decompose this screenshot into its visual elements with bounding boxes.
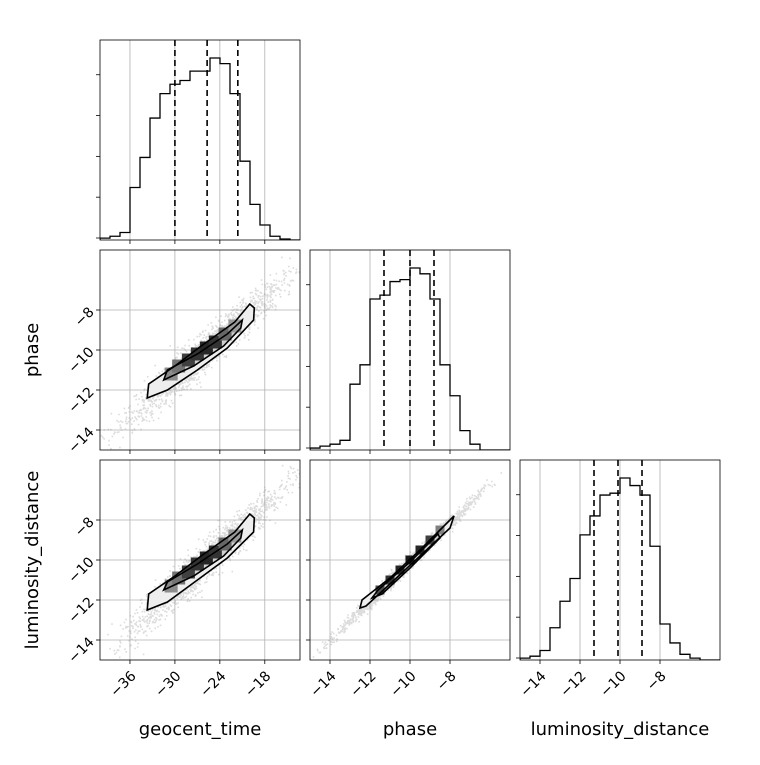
x-tick-label: −24 — [197, 668, 229, 700]
y-axis-label: luminosity_distance — [22, 471, 43, 650]
x-tick-label: −10 — [387, 668, 419, 700]
y-tick-label: −12 — [65, 594, 97, 626]
joint-content — [312, 472, 503, 658]
panel-border — [99, 39, 301, 241]
x-tick-label: −18 — [242, 668, 274, 700]
x-tick-label: −12 — [557, 668, 589, 700]
y-tick-label: −10 — [65, 344, 97, 376]
panel-joint-phase-luminosity_distance: −14 −12 −10 −8 — [306, 459, 511, 701]
panel-hist-phase — [306, 249, 511, 454]
contour-inner-line — [162, 527, 244, 592]
contour-outer-line — [358, 515, 455, 610]
panel-hist-geocent_time — [96, 39, 301, 244]
x-tick-label: −36 — [107, 668, 139, 700]
x-axis-label: phase — [383, 719, 437, 740]
y-tick-label: −14 — [65, 634, 97, 666]
panel-joint-geocent_time-phase: −14 −12 −10 −8 — [65, 249, 301, 457]
x-tick-label: −8 — [644, 668, 670, 694]
histogram-step — [100, 57, 300, 240]
x-axis-label: geocent_time — [139, 719, 262, 740]
x-tick-label: −14 — [517, 668, 549, 700]
joint-content — [100, 464, 300, 660]
contour-outer-line — [146, 512, 256, 612]
panel-background — [100, 40, 300, 240]
joint-content — [100, 253, 300, 450]
density-cell — [375, 585, 385, 595]
contour-inner-line — [369, 532, 441, 600]
contour-inner-line — [162, 317, 244, 382]
y-tick-label: −8 — [72, 514, 98, 540]
y-tick-label: −10 — [65, 554, 97, 586]
histogram-step — [310, 267, 510, 450]
x-tick-label: −30 — [152, 668, 184, 700]
x-axis-label: luminosity_distance — [531, 719, 710, 740]
x-tick-label: −8 — [434, 668, 460, 694]
histogram-step — [520, 477, 720, 660]
x-tick-label: −14 — [307, 668, 339, 700]
x-tick-label: −10 — [597, 668, 629, 700]
y-tick-label: −8 — [72, 304, 98, 330]
y-tick-label: −14 — [65, 424, 97, 456]
panel-hist-luminosity_distance: −14 −12 −10 −8 — [516, 459, 721, 701]
y-axis-label: phase — [22, 323, 43, 377]
x-tick-label: −12 — [347, 668, 379, 700]
y-tick-label: −12 — [65, 384, 97, 416]
